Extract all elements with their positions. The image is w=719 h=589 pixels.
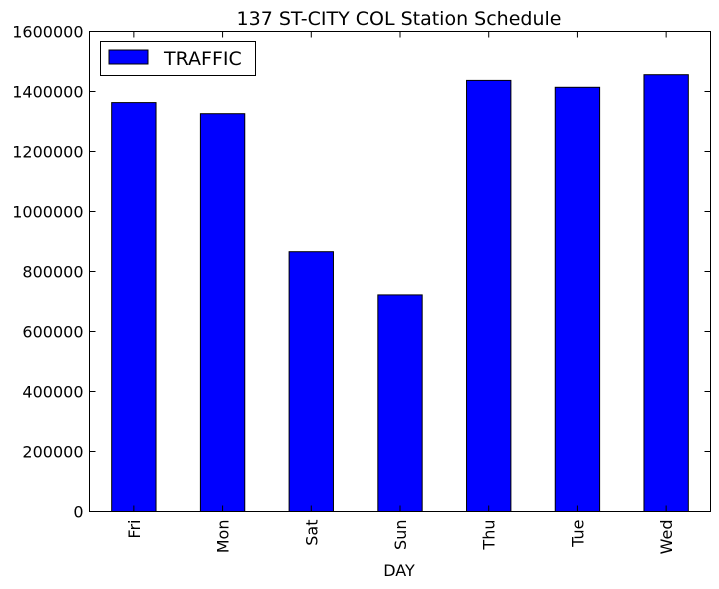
y-tick-label: 0 <box>73 503 83 522</box>
y-tick-label: 800000 <box>22 263 83 282</box>
bar-mon <box>199 113 246 512</box>
bar-fri <box>111 102 157 512</box>
plot-frame <box>89 31 711 512</box>
y-tick-label: 600000 <box>22 323 83 342</box>
x-tick-label-mon: Mon <box>214 520 233 554</box>
bar-tue <box>554 86 601 513</box>
y-tick-label: 1200000 <box>12 143 83 162</box>
legend-label: TRAFFIC <box>163 48 242 70</box>
x-tick-label-fri: Fri <box>125 520 144 539</box>
bar-sat <box>288 251 334 512</box>
bar-group <box>111 74 689 513</box>
y-tick-label: 400000 <box>22 383 83 402</box>
y-tick-label: 1000000 <box>12 203 83 222</box>
x-tick-label-wed: Wed <box>657 520 676 555</box>
x-tick-label-thu: Thu <box>480 520 499 551</box>
legend: TRAFFIC <box>100 41 256 76</box>
bar-thu <box>466 79 512 513</box>
bar-wed <box>643 74 689 512</box>
x-tick-label-sat: Sat <box>302 520 321 546</box>
x-axis-label: DAY <box>383 561 415 580</box>
legend-swatch <box>108 49 149 65</box>
y-tick-label: 200000 <box>22 443 83 462</box>
y-tick-label: 1400000 <box>12 83 83 102</box>
x-tick-label-sun: Sun <box>391 520 410 550</box>
chart-title: 137 ST-CITY COL Station Schedule <box>237 8 562 30</box>
bar-sun <box>377 294 423 512</box>
y-axis: 0 200000 400000 600000 800000 1000000 1200000 1… <box>12 23 711 522</box>
x-tick-label-tue: Tue <box>568 520 587 548</box>
x-axis: Fri Mon Sat Sun Thu Tue Wed <box>125 31 676 555</box>
y-tick-label: 1600000 <box>12 23 83 42</box>
